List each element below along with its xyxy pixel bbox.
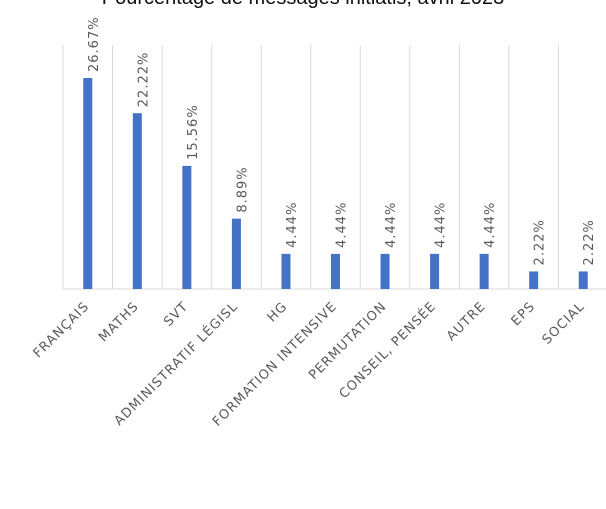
tick-label: FRANÇAIS (31, 299, 93, 361)
chart-title: Pourcentage de messages initiatis, avril… (0, 0, 606, 10)
bar (132, 113, 142, 289)
tick-label: EPS (509, 299, 539, 329)
bar (479, 253, 489, 289)
tick-label: HG (265, 299, 291, 325)
data-label: 4.44% (384, 202, 399, 248)
bar (182, 165, 192, 289)
bar (331, 253, 340, 289)
data-label: 15.56% (186, 104, 201, 160)
tick-label: SVT (161, 299, 191, 329)
data-label: 2.22% (533, 219, 548, 265)
data-label: 4.44% (483, 202, 498, 248)
tick-label: CONSEIL, PENSÉE (336, 299, 439, 402)
data-label: 8.89% (235, 166, 250, 212)
data-label: 4.44% (335, 202, 350, 248)
data-label: 4.44% (285, 202, 300, 248)
bar (578, 271, 588, 289)
tick-label: AUTRE (444, 299, 489, 344)
data-label: 26.67% (87, 16, 102, 72)
data-label: 4.44% (434, 202, 449, 248)
tick-label: SOCIAL (540, 299, 588, 347)
tick-label: MATHS (96, 299, 142, 345)
bar (430, 253, 440, 289)
bar (281, 253, 291, 289)
data-label: 22.22% (136, 52, 151, 108)
bar (83, 78, 93, 289)
bar (231, 218, 241, 289)
data-label: 2.22% (582, 219, 597, 265)
bar (380, 253, 390, 289)
bar (529, 271, 539, 289)
